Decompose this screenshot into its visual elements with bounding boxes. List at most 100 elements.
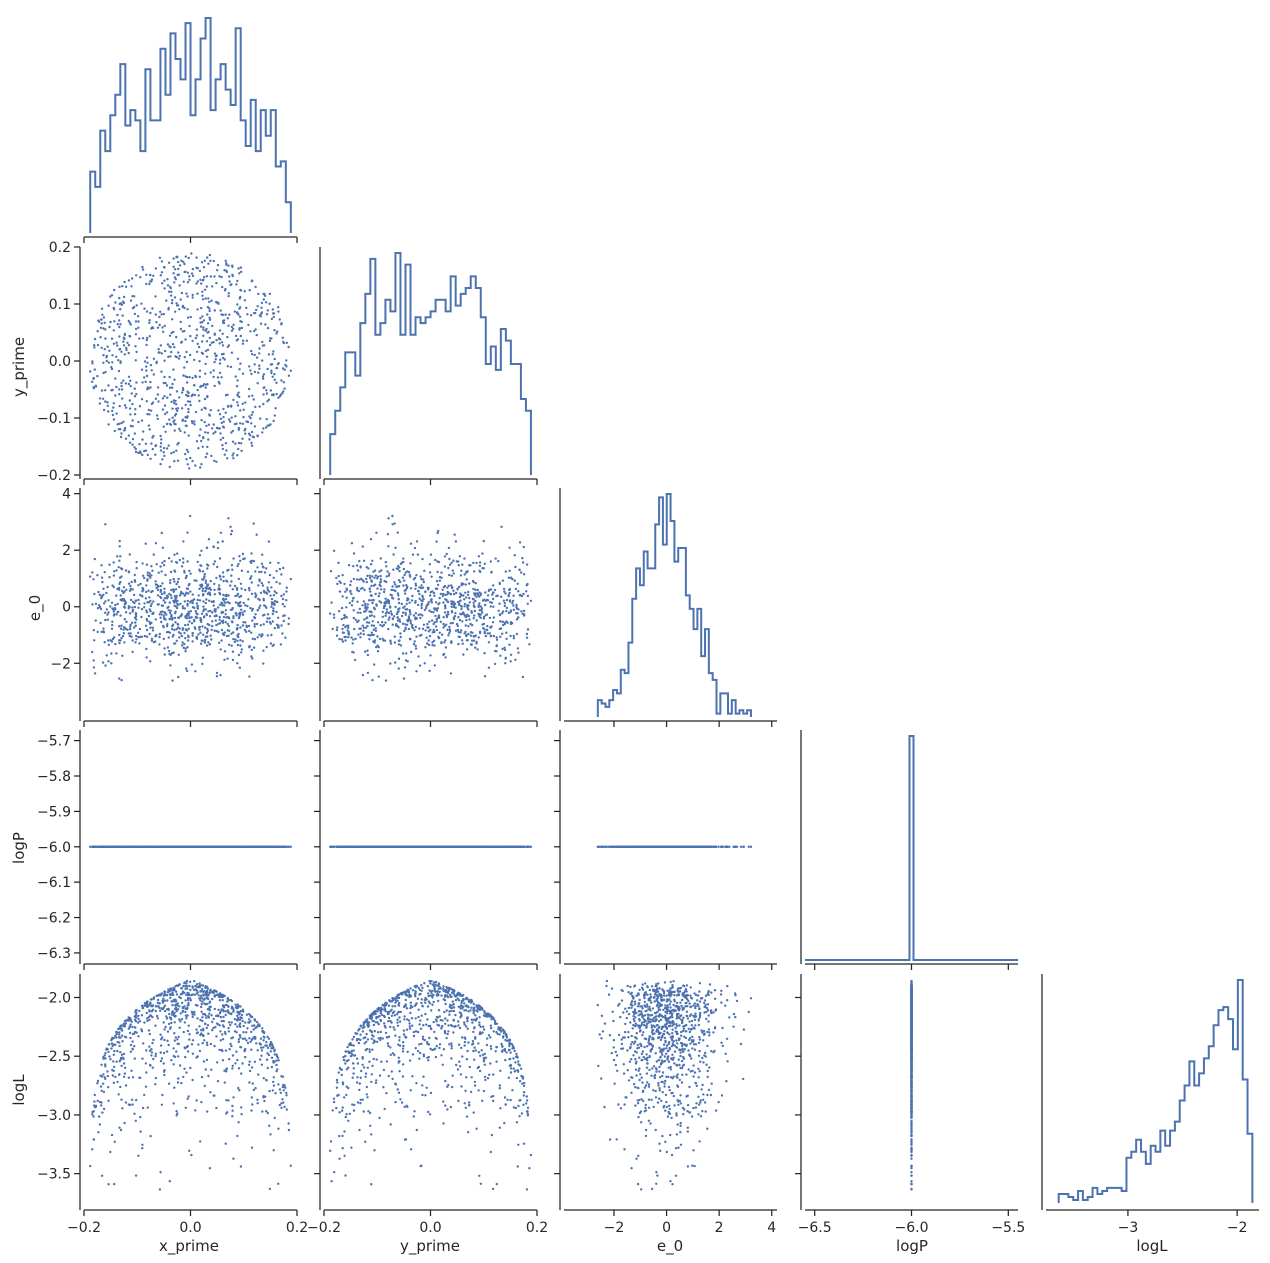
scatter-point xyxy=(173,642,176,645)
scatter-point xyxy=(201,589,204,593)
scatter-point xyxy=(386,570,389,573)
scatter-point xyxy=(146,412,149,416)
scatter-point xyxy=(131,650,134,654)
scatter-point xyxy=(468,601,471,604)
scatter-point xyxy=(212,369,215,372)
scatter-point xyxy=(423,569,426,573)
scatter-point xyxy=(234,334,238,338)
scatter-point xyxy=(162,381,165,385)
scatter-point xyxy=(505,609,508,613)
scatter-point xyxy=(261,431,264,434)
scatter-point xyxy=(191,393,194,396)
scatter-point xyxy=(173,346,176,349)
scatter-point xyxy=(461,642,464,645)
scatter-point xyxy=(107,304,110,307)
scatter-point xyxy=(99,607,103,611)
scatter-point xyxy=(379,557,382,560)
scatter-point xyxy=(127,351,130,355)
scatter-point xyxy=(139,582,142,586)
scatter-point xyxy=(256,434,259,437)
scatter-point xyxy=(255,622,259,626)
scatter-point xyxy=(148,413,151,416)
scatter-point xyxy=(283,368,286,371)
scatter-point xyxy=(174,278,177,281)
scatter-point xyxy=(487,666,491,669)
scatter-point xyxy=(112,585,116,589)
scatter-point xyxy=(193,606,196,610)
scatter-point xyxy=(98,605,102,609)
scatter-point xyxy=(352,577,356,581)
scatter-point xyxy=(168,611,172,615)
scatter-point xyxy=(397,594,400,597)
scatter-point xyxy=(408,601,411,604)
scatter-point xyxy=(358,607,361,611)
scatter-point xyxy=(241,613,245,617)
scatter-point xyxy=(287,617,291,620)
scatter-point xyxy=(187,627,190,630)
scatter-point xyxy=(122,344,126,347)
scatter-point xyxy=(514,565,517,569)
scatter-point xyxy=(462,582,465,586)
scatter-point xyxy=(446,600,450,604)
scatter-point xyxy=(213,275,216,278)
scatter-point xyxy=(253,638,257,641)
scatter-point xyxy=(143,307,146,310)
scatter-point xyxy=(107,643,111,647)
scatter-point xyxy=(151,436,154,439)
scatter-point xyxy=(194,336,197,340)
scatter-point xyxy=(169,393,172,396)
scatter-point xyxy=(229,283,232,287)
scatter-point xyxy=(187,394,190,398)
scatter-point xyxy=(280,323,283,326)
scatter-point xyxy=(384,614,387,617)
scatter-point xyxy=(135,845,138,848)
scatter-point xyxy=(282,381,285,384)
scatter-point xyxy=(175,845,178,848)
scatter-point xyxy=(425,606,428,610)
scatter-point xyxy=(206,627,209,631)
scatter-point xyxy=(358,559,361,563)
scatter-point xyxy=(140,398,144,401)
scatter-point xyxy=(493,588,497,592)
scatter-point xyxy=(225,269,228,272)
scatter-point xyxy=(398,569,401,573)
scatter-point xyxy=(253,622,256,626)
scatter-point xyxy=(215,623,218,627)
scatter-point xyxy=(232,457,235,460)
scatter-point xyxy=(140,615,143,619)
scatter-point xyxy=(138,405,142,408)
scatter-point xyxy=(241,845,245,848)
scatter-point xyxy=(267,353,271,356)
scatter-point xyxy=(166,278,169,281)
scatter-point xyxy=(498,581,501,585)
scatter-point xyxy=(265,567,268,570)
scatter-point xyxy=(379,584,382,588)
scatter-point xyxy=(163,349,167,353)
scatter-point xyxy=(381,621,384,624)
scatter-point xyxy=(203,259,206,262)
scatter-point xyxy=(93,346,96,349)
scatter-point xyxy=(134,359,137,362)
scatter-point xyxy=(197,633,200,636)
scatter-point xyxy=(223,631,226,634)
scatter-point xyxy=(227,418,231,421)
scatter-point xyxy=(149,610,152,613)
scatter-point xyxy=(393,615,396,618)
scatter-point xyxy=(239,422,242,425)
scatter-point xyxy=(117,428,120,431)
scatter-point xyxy=(135,567,138,570)
scatter-point xyxy=(143,360,147,363)
scatter-point xyxy=(415,670,418,673)
scatter-point xyxy=(109,605,112,608)
scatter-point xyxy=(501,647,504,651)
scatter-point xyxy=(344,590,347,593)
scatter-point xyxy=(202,266,206,269)
scatter-point xyxy=(137,420,140,424)
scatter-point xyxy=(185,424,188,428)
scatter-point xyxy=(373,615,376,618)
scatter-point xyxy=(448,563,452,566)
scatter-point xyxy=(118,641,121,645)
scatter-point xyxy=(196,388,199,392)
scatter-point xyxy=(179,429,182,433)
scatter-point xyxy=(218,427,221,430)
